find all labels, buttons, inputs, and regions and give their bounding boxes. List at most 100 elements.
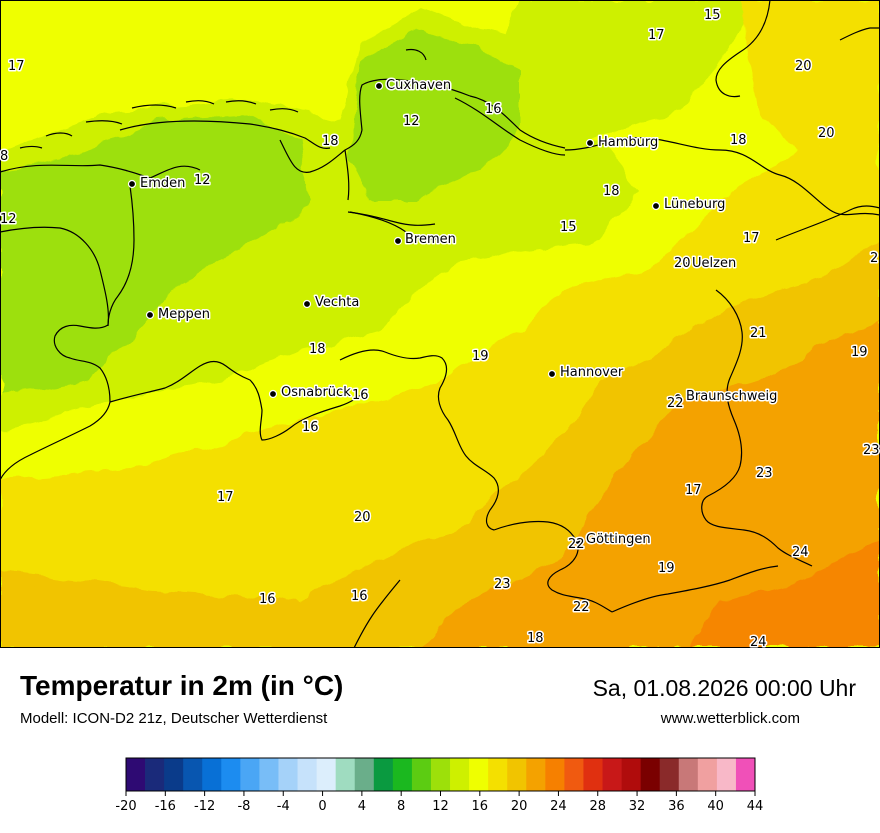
city-label-hamburg[interactable]: Hamburg — [597, 134, 660, 152]
color-legend: -20 -16 -12 -8 -4 0 4 8 12 16 20 24 28 32 36 40 44 — [0, 748, 880, 828]
legend-swatch — [640, 758, 661, 791]
temp-label: 19 — [851, 345, 868, 360]
sw-border — [353, 579, 401, 648]
legend-tick-label: 16 — [472, 799, 489, 814]
model-info: Modell: ICON-D2 21z, Deutscher Wetterdie… — [20, 710, 328, 727]
city-label-uelzen[interactable]: Uelzen — [691, 255, 738, 273]
map-title: Temperatur in 2m (in °C) — [20, 670, 344, 701]
legend-ticks: -20 -16 -12 -8 -4 0 4 8 12 16 20 24 28 32 36 40 44 — [115, 791, 763, 814]
temp-label: 16 — [302, 420, 319, 435]
city-label-lueneburg[interactable]: Lüneburg — [663, 196, 727, 214]
legend-swatch — [678, 758, 699, 791]
city-marker-lueneburg[interactable] — [651, 201, 661, 211]
legend-swatch — [259, 758, 279, 791]
city-label-hannover[interactable]: Hannover — [559, 364, 626, 382]
legend-tick-label: 36 — [668, 799, 685, 814]
city-label-emden[interactable]: Emden — [139, 175, 187, 193]
forecast-datetime: Sa, 01.08.2026 00:00 Uhr — [592, 675, 856, 701]
temp-label: 18 — [730, 133, 747, 148]
cuxhaven-coast — [359, 78, 471, 131]
temp-label: 16 — [485, 102, 502, 117]
city-label-braunschweig[interactable]: Braunschweig — [685, 388, 779, 406]
legend-tick-label: 32 — [629, 799, 646, 814]
island-6 — [225, 100, 257, 105]
legend-swatch — [202, 758, 222, 791]
ems-river — [107, 185, 135, 327]
city-marker-vechta[interactable] — [302, 299, 312, 309]
island-5 — [185, 100, 215, 105]
city-marker-braunschweig[interactable] — [673, 392, 683, 402]
coast-jade — [279, 129, 363, 173]
state-border-nrw — [109, 360, 369, 441]
temp-zone-22-24 — [420, 320, 880, 648]
city-marker-goettingen[interactable] — [573, 536, 583, 546]
city-marker-cuxhaven[interactable] — [374, 81, 384, 91]
city-marker-hannover[interactable] — [547, 369, 557, 379]
legend-swatch — [450, 758, 470, 791]
temp-label: 22 — [573, 600, 590, 615]
legend-swatch — [488, 758, 508, 791]
legend-swatch — [430, 758, 451, 791]
temp-label: 20 — [354, 510, 371, 525]
city-label-meppen[interactable]: Meppen — [157, 306, 212, 324]
legend-tick-label: 20 — [511, 799, 528, 814]
city-marker-bremen[interactable] — [393, 236, 403, 246]
legend-swatch — [545, 758, 565, 791]
temp-label: 17 — [8, 59, 25, 74]
state-border-sachsen-anhalt — [701, 289, 813, 567]
temp-label: 24 — [750, 635, 767, 648]
temp-zone-24-26 — [690, 540, 880, 648]
temp-label: 12 — [403, 114, 420, 129]
legend-swatch — [278, 758, 298, 791]
legend-swatch — [145, 758, 165, 791]
city-marker-emden[interactable] — [127, 179, 137, 189]
temp-label: 18 — [309, 342, 326, 357]
temp-label: 2 — [870, 251, 878, 266]
legend-swatch — [659, 758, 680, 791]
island-8 — [405, 48, 427, 61]
legend-swatch — [564, 758, 584, 791]
coast-east-frisia — [119, 120, 331, 149]
island-3 — [85, 120, 123, 125]
legend-swatch — [621, 758, 642, 791]
legend-swatch — [164, 758, 184, 791]
city-label-bremen[interactable]: Bremen — [404, 231, 458, 249]
temperature-labels: 15 17 17 20 20 16 12 18 12 18 8 18 12 15… — [0, 7, 880, 649]
island-1 — [19, 145, 43, 149]
city-marker-osnabrueck[interactable] — [268, 389, 278, 399]
temp-label: 17 — [685, 483, 702, 498]
temp-label: 17 — [217, 490, 234, 505]
frisian-islands — [19, 48, 427, 149]
elbe-river-north — [469, 95, 566, 149]
city-marker-hamburg[interactable] — [585, 138, 595, 148]
temp-label: 12 — [194, 173, 211, 188]
temp-label: 15 — [560, 220, 577, 235]
legend-swatch — [373, 758, 394, 791]
city-label-cuxhaven[interactable]: Cuxhaven — [385, 77, 453, 95]
city-marker-meppen[interactable] — [145, 310, 155, 320]
elbe-river-south — [454, 97, 566, 156]
legend-swatch — [469, 758, 489, 791]
temp-zone-ne-17 — [500, 0, 760, 140]
legend-swatch — [297, 758, 318, 791]
legend-tick-label: -12 — [194, 799, 215, 814]
temp-label: 23 — [863, 443, 880, 458]
north-sea-coast — [0, 164, 201, 179]
temp-label: 16 — [351, 589, 368, 604]
city-label-goettingen[interactable]: Göttingen — [585, 531, 653, 549]
temperature-map[interactable]: Cuxhaven Hamburg Emden Lüneburg Bremen U… — [0, 0, 880, 648]
legend-tick-label: 28 — [589, 799, 606, 814]
legend-swatch — [735, 758, 756, 791]
city-label-osnabrueck[interactable]: Osnabrück — [280, 384, 353, 402]
city-marker-uelzen[interactable] — [681, 260, 691, 270]
island-2 — [45, 132, 73, 137]
temp-label: 16 — [352, 388, 369, 403]
temp-label: 24 — [792, 545, 809, 560]
website-link[interactable]: www.wetterblick.com — [660, 710, 800, 727]
state-border-thueringen — [611, 565, 779, 613]
harz-border — [775, 205, 880, 241]
city-label-vechta[interactable]: Vechta — [314, 294, 361, 312]
legend-tick-label: 24 — [550, 799, 567, 814]
legend-swatch — [507, 758, 527, 791]
temp-label: 12 — [0, 212, 17, 227]
